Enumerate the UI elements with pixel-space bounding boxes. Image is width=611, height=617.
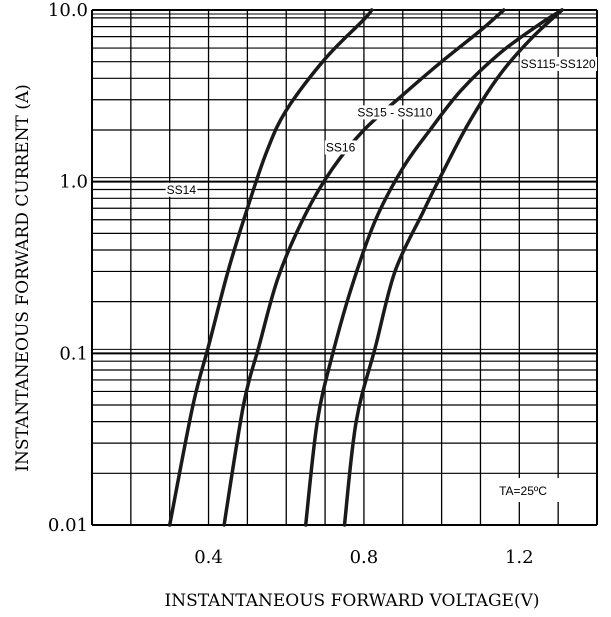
series-line-2 (222, 8, 506, 527)
annotation-background (485, 478, 561, 502)
series-label-background (324, 140, 357, 155)
y-tick-label: 1.0 (59, 172, 88, 193)
temperature-annotation: TA=25ºC (499, 484, 547, 498)
x-tick-label: 0.4 (194, 547, 223, 568)
series-label-background (519, 56, 598, 71)
x-axis-label: INSTANTANEOUS FORWARD VOLTAGE(V) (164, 591, 539, 611)
tick-labels: 0.4 0.8 1.2 0.01 0.1 1.0 10.0 (48, 0, 534, 568)
series-label: SS115-SS120 (521, 57, 596, 71)
x-tick-label: 0.8 (350, 547, 379, 568)
series-labels: SS14 SS16 SS15 - SS110 SS115-SS120 (165, 56, 598, 197)
series-line-3 (303, 8, 564, 527)
series-label: SS15 - SS110 (357, 105, 432, 119)
series-line-1 (167, 8, 374, 527)
y-axis-label: INSTANTANEOUS FORWARD CURRENT (A) (13, 84, 33, 471)
series-label-background (356, 105, 434, 120)
series-label: SS14 (167, 183, 197, 197)
y-tick-label: 0.01 (48, 515, 88, 536)
series-group (167, 8, 564, 527)
series-label: SS16 (326, 140, 356, 154)
series-label-background (165, 182, 198, 197)
y-tick-label: 0.1 (59, 343, 88, 364)
series-line-4 (342, 8, 564, 527)
y-tick-label: 10.0 (48, 0, 88, 21)
x-tick-label: 1.2 (505, 547, 534, 568)
